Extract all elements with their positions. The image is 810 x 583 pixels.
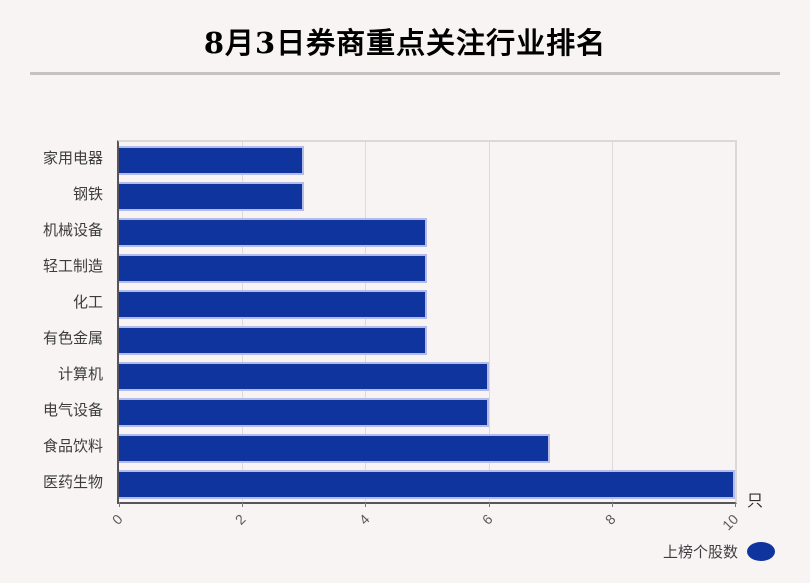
x-tick-label: 6 <box>478 510 496 528</box>
category-label: 有色金属 <box>42 329 103 347</box>
gridline <box>611 142 613 502</box>
bar-机械设备[interactable] <box>119 217 427 247</box>
bar-row <box>119 466 735 502</box>
legend-item[interactable]: 上榜个股数 <box>663 541 776 562</box>
bar-row <box>119 250 735 286</box>
chart-title: 8月3日券商重点关注行业排名 <box>203 26 607 60</box>
category-label: 计算机 <box>57 365 103 383</box>
axis-tick <box>119 502 120 507</box>
category-label: 家用电器 <box>42 149 103 167</box>
bar-row <box>119 178 735 214</box>
bar-钢铁[interactable] <box>119 181 304 211</box>
category-axis: 家用电器钢铁机械设备轻工制造化工有色金属计算机电气设备食品饮料医药生物 <box>0 140 110 504</box>
x-tick-label-wrap: 0 <box>59 509 126 529</box>
bar-row <box>119 394 735 430</box>
category-label: 化工 <box>72 293 103 311</box>
x-tick-label-wrap: 6 <box>429 509 496 529</box>
bar-row <box>119 286 735 322</box>
bar-家用电器[interactable] <box>119 145 304 175</box>
bar-化工[interactable] <box>119 289 427 319</box>
bar-有色金属[interactable] <box>119 325 427 355</box>
axis-unit-label: 只 <box>747 493 764 510</box>
bar-row <box>119 214 735 250</box>
category-label: 轻工制造 <box>42 257 103 275</box>
x-tick-label: 8 <box>601 510 619 528</box>
axis-tick <box>611 502 613 507</box>
x-tick-label-wrap: 8 <box>552 509 619 529</box>
gridline <box>488 142 490 502</box>
x-tick-label-wrap: 4 <box>305 509 372 529</box>
axis-tick <box>488 502 490 507</box>
x-tick-label: 0 <box>108 510 126 528</box>
x-tick-label: 10 <box>719 510 742 534</box>
bars-layer <box>119 142 735 502</box>
x-tick-label-wrap: 10 <box>675 509 741 533</box>
grid-layer <box>119 142 735 502</box>
axis-tick <box>365 502 367 507</box>
bar-食品饮料[interactable] <box>119 433 551 463</box>
bar-轻工制造[interactable] <box>119 253 427 283</box>
category-label: 医药生物 <box>42 473 103 491</box>
ticks-layer <box>119 142 736 507</box>
x-tick-label-wrap: 2 <box>182 509 249 529</box>
bar-电气设备[interactable] <box>119 397 489 427</box>
bar-医药生物[interactable] <box>119 469 735 499</box>
legend-label: 上榜个股数 <box>663 544 739 561</box>
plot-area <box>117 140 737 507</box>
category-label: 食品饮料 <box>42 437 103 455</box>
category-label: 机械设备 <box>42 221 103 239</box>
gridline <box>365 142 367 502</box>
legend-marker-icon <box>747 542 776 561</box>
x-tick-label: 2 <box>232 510 249 528</box>
bar-计算机[interactable] <box>119 361 489 391</box>
category-label: 钢铁 <box>72 185 103 203</box>
gridline <box>242 142 244 502</box>
bar-row <box>119 358 735 394</box>
bar-row <box>119 142 735 178</box>
title-divider <box>30 72 780 75</box>
x-tick-label: 4 <box>355 510 373 528</box>
axis-tick <box>735 502 736 507</box>
category-label: 电气设备 <box>42 401 103 419</box>
axis-tick <box>242 502 244 507</box>
bar-row <box>119 322 735 358</box>
bar-row <box>119 430 735 466</box>
